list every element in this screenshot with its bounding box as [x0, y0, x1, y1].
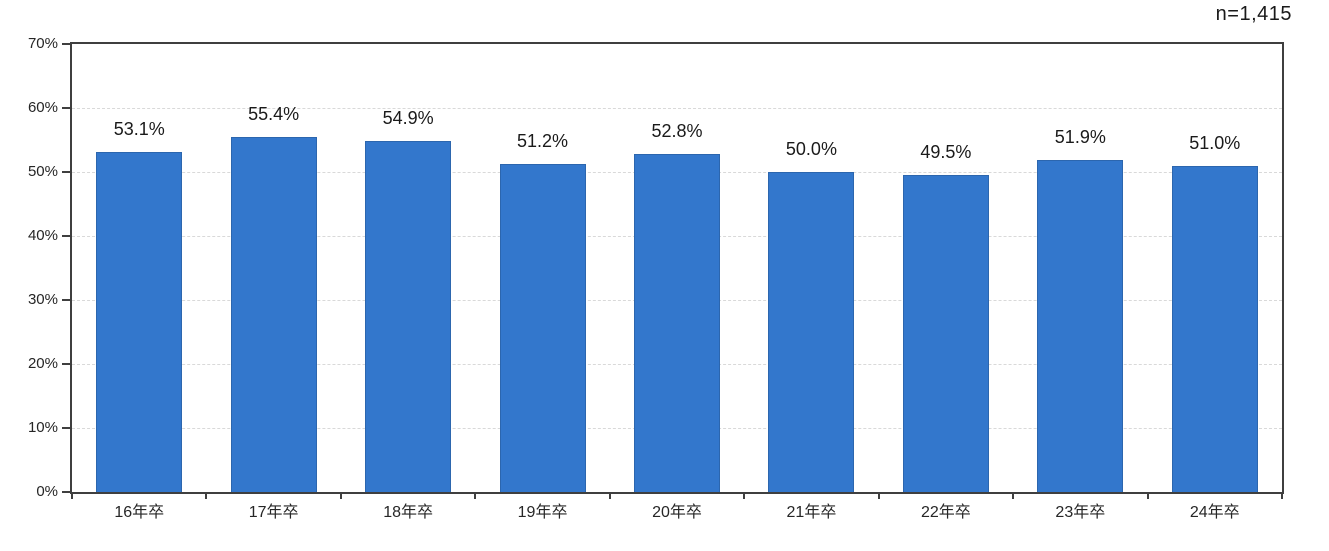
bar [902, 175, 989, 492]
x-axis-label: 22年卒 [920, 504, 971, 521]
plot-area [70, 42, 1284, 494]
sample-size-label: n=1,415 [1215, 3, 1292, 25]
x-axis-tick [339, 492, 342, 499]
y-axis-tick [62, 43, 70, 45]
y-axis-label: 30% [27, 291, 58, 308]
bar [365, 140, 452, 492]
bar [230, 137, 317, 492]
y-axis-tick [62, 299, 70, 301]
y-axis-label: 10% [27, 419, 58, 436]
gridline [72, 108, 1282, 109]
y-axis-tick [62, 235, 70, 237]
x-axis-tick [474, 492, 477, 499]
x-axis-label: 16年卒 [114, 504, 165, 521]
y-axis-label: 40% [27, 227, 58, 244]
x-axis-tick [1281, 492, 1283, 499]
bar-value-label: 51.2% [517, 131, 569, 152]
y-axis-label: 60% [27, 99, 58, 116]
bar-value-label: 51.9% [1054, 126, 1106, 147]
bar [768, 172, 855, 492]
x-axis-tick [71, 492, 73, 499]
x-axis-label: 20年卒 [652, 504, 702, 521]
y-axis-label: 20% [27, 355, 58, 372]
x-axis-label: 23年卒 [1055, 504, 1106, 521]
bar-value-label: 52.8% [651, 121, 703, 142]
y-axis-label: 50% [27, 163, 58, 180]
x-axis-tick [1012, 492, 1015, 499]
x-axis-label: 19年卒 [517, 504, 568, 521]
y-axis-label: 70% [27, 35, 58, 52]
y-axis-label: 0% [36, 483, 58, 500]
bar [634, 154, 720, 492]
bar-value-label: 49.5% [920, 142, 972, 163]
bar [499, 164, 586, 492]
x-axis-tick [1146, 492, 1149, 499]
bar [1171, 165, 1258, 492]
bar [96, 152, 183, 492]
bar-value-label: 53.1% [113, 119, 165, 140]
bar-value-label: 51.0% [1189, 132, 1241, 153]
bar [1037, 159, 1124, 492]
bar-value-label: 50.0% [785, 139, 837, 159]
x-axis-label: 18年卒 [383, 504, 433, 521]
y-axis-tick [62, 171, 70, 173]
x-axis-label: 17年卒 [248, 504, 299, 521]
y-axis-tick [62, 107, 70, 109]
x-axis-label: 21年卒 [786, 504, 837, 521]
bar-value-label: 55.4% [248, 104, 300, 125]
bar-value-label: 54.9% [382, 107, 434, 128]
x-axis-tick [608, 492, 611, 499]
y-axis-tick [62, 427, 70, 429]
x-axis-tick [877, 492, 880, 499]
x-axis-tick [743, 492, 746, 499]
x-axis-tick [205, 492, 208, 499]
y-axis-tick [62, 491, 70, 493]
y-axis-tick [62, 363, 70, 365]
x-axis-label: 24年卒 [1189, 504, 1240, 521]
